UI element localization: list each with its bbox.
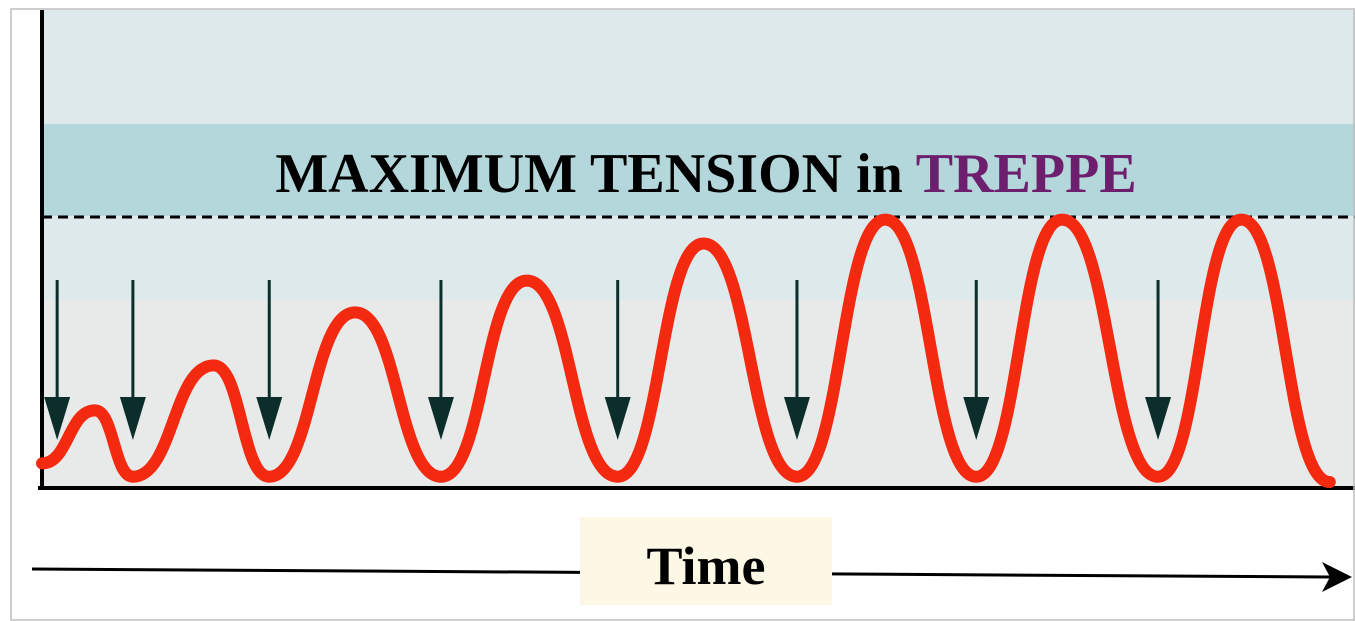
chart-title-prefix: MAXIMUM TENSION in — [275, 143, 915, 205]
time-label-box — [580, 517, 832, 605]
stimulus-arrow-head-8 — [1145, 397, 1172, 440]
chart-title: MAXIMUM TENSION in TREPPE — [275, 143, 1136, 205]
stimulus-arrow-head-7 — [963, 397, 990, 440]
stimulus-arrow-head-1 — [44, 397, 71, 440]
title-band — [42, 124, 1355, 216]
stimulus-arrows — [44, 280, 1172, 440]
stimulus-arrow-head-4 — [427, 397, 454, 440]
chart-title-highlight: TREPPE — [916, 143, 1137, 205]
frame-border — [10, 8, 1355, 621]
x-axis-label: Time — [647, 536, 766, 596]
tension-curve — [36, 213, 1336, 488]
stimulus-arrow-head-6 — [783, 397, 810, 440]
stimulus-arrow-head-3 — [256, 397, 283, 440]
time-arrow-head — [1322, 562, 1352, 592]
stimulus-arrow-head-2 — [119, 397, 146, 440]
stimulus-arrow-head-5 — [604, 397, 631, 440]
